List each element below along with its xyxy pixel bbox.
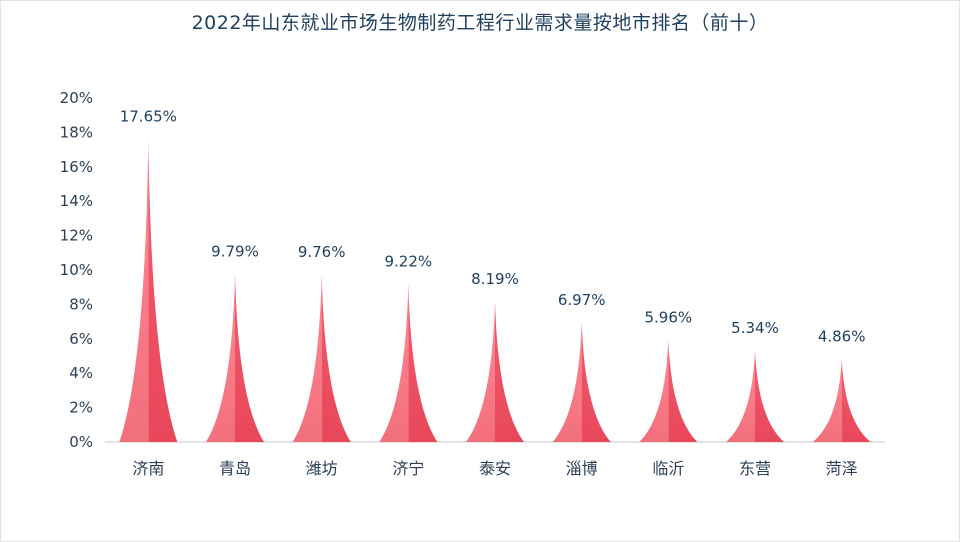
bar-left-face xyxy=(552,322,582,442)
y-tick-label: 6% xyxy=(69,330,93,348)
bar-left-face xyxy=(466,301,495,442)
bar-left-face xyxy=(206,273,235,442)
data-label: 9.76% xyxy=(298,243,346,261)
y-tick-label: 20% xyxy=(60,89,93,107)
bar-left-face xyxy=(119,138,149,443)
data-label: 5.34% xyxy=(731,319,779,337)
bar xyxy=(466,301,524,442)
bar xyxy=(119,138,178,443)
y-tick-label: 18% xyxy=(60,123,93,141)
x-category-label: 东营 xyxy=(739,459,771,478)
data-label: 5.96% xyxy=(645,308,693,326)
bar xyxy=(726,350,784,442)
bar xyxy=(812,358,871,442)
bar xyxy=(292,274,351,442)
bar-left-face xyxy=(812,358,842,442)
y-tick-label: 16% xyxy=(60,158,93,176)
x-category-label: 济南 xyxy=(132,459,164,478)
x-category-label: 泰安 xyxy=(479,459,511,478)
x-category-label: 潍坊 xyxy=(306,459,338,478)
bar-right-face xyxy=(321,274,351,442)
chart-title: 2022年山东就业市场生物制药工程行业需求量按地市排名（前十） xyxy=(191,12,769,34)
y-tick-label: 12% xyxy=(60,227,93,245)
x-category-label: 淄博 xyxy=(566,459,598,478)
data-label: 17.65% xyxy=(120,107,177,125)
bar-right-face xyxy=(408,283,438,442)
data-label: 9.79% xyxy=(211,243,259,261)
bar-right-face xyxy=(495,301,524,442)
y-tick-label: 0% xyxy=(69,433,93,451)
bar xyxy=(639,339,698,442)
x-category-label: 临沂 xyxy=(652,459,684,478)
y-tick-label: 10% xyxy=(60,261,93,279)
bar-right-face xyxy=(148,138,178,443)
y-tick-label: 8% xyxy=(69,295,93,313)
y-tick-label: 14% xyxy=(60,192,93,210)
x-category-label: 济宁 xyxy=(392,459,424,478)
data-label: 8.19% xyxy=(471,270,519,288)
data-label: 9.22% xyxy=(385,252,433,270)
bar-left-face xyxy=(726,350,755,442)
bar xyxy=(552,322,611,442)
x-category-label: 菏泽 xyxy=(826,459,858,478)
bar-left-face xyxy=(379,283,409,442)
y-tick-label: 2% xyxy=(69,399,93,417)
bar-right-face xyxy=(668,339,698,442)
bar-right-face xyxy=(581,322,611,442)
x-category-label: 青岛 xyxy=(219,459,251,478)
y-tick-label: 4% xyxy=(69,364,93,382)
bar-left-face xyxy=(639,339,669,442)
data-label: 6.97% xyxy=(558,291,606,309)
bar xyxy=(206,273,264,442)
bar-left-face xyxy=(292,274,322,442)
bar-right-face xyxy=(755,350,784,442)
bar xyxy=(379,283,438,442)
bar-right-face xyxy=(841,358,871,442)
data-label: 4.86% xyxy=(818,327,866,345)
bar-right-face xyxy=(235,273,264,442)
